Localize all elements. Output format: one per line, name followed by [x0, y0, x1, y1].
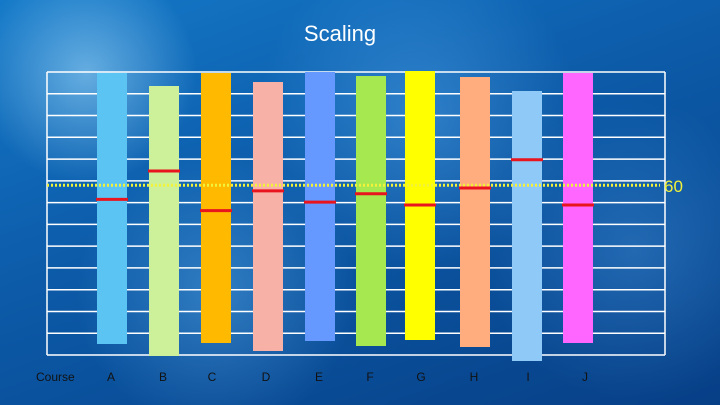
category-label: I	[526, 370, 529, 384]
category-label: G	[416, 370, 425, 384]
category-label: C	[208, 370, 217, 384]
category-label: H	[470, 370, 479, 384]
bar-d	[253, 82, 283, 351]
category-label: F	[366, 370, 373, 384]
slide-title: Scaling	[303, 21, 377, 46]
chart-marks	[96, 158, 594, 213]
category-label: D	[262, 370, 271, 384]
category-label: A	[107, 370, 115, 384]
chart-labels: Course A B C D E F G H I J	[36, 370, 588, 384]
bar-i	[512, 91, 542, 361]
bar-b	[149, 86, 179, 356]
bar-f	[356, 76, 386, 346]
bar-a	[97, 73, 127, 344]
reference-line-label: 60	[664, 177, 683, 196]
bar-j	[563, 73, 593, 343]
category-label: E	[315, 370, 323, 384]
category-label: J	[582, 370, 588, 384]
bar-h	[460, 77, 490, 347]
bar-e	[305, 72, 335, 341]
category-label: B	[159, 370, 167, 384]
reference-line: 60	[47, 177, 683, 196]
chart-bars	[97, 71, 593, 361]
axis-label: Course	[36, 370, 75, 384]
bar-c	[201, 73, 231, 343]
